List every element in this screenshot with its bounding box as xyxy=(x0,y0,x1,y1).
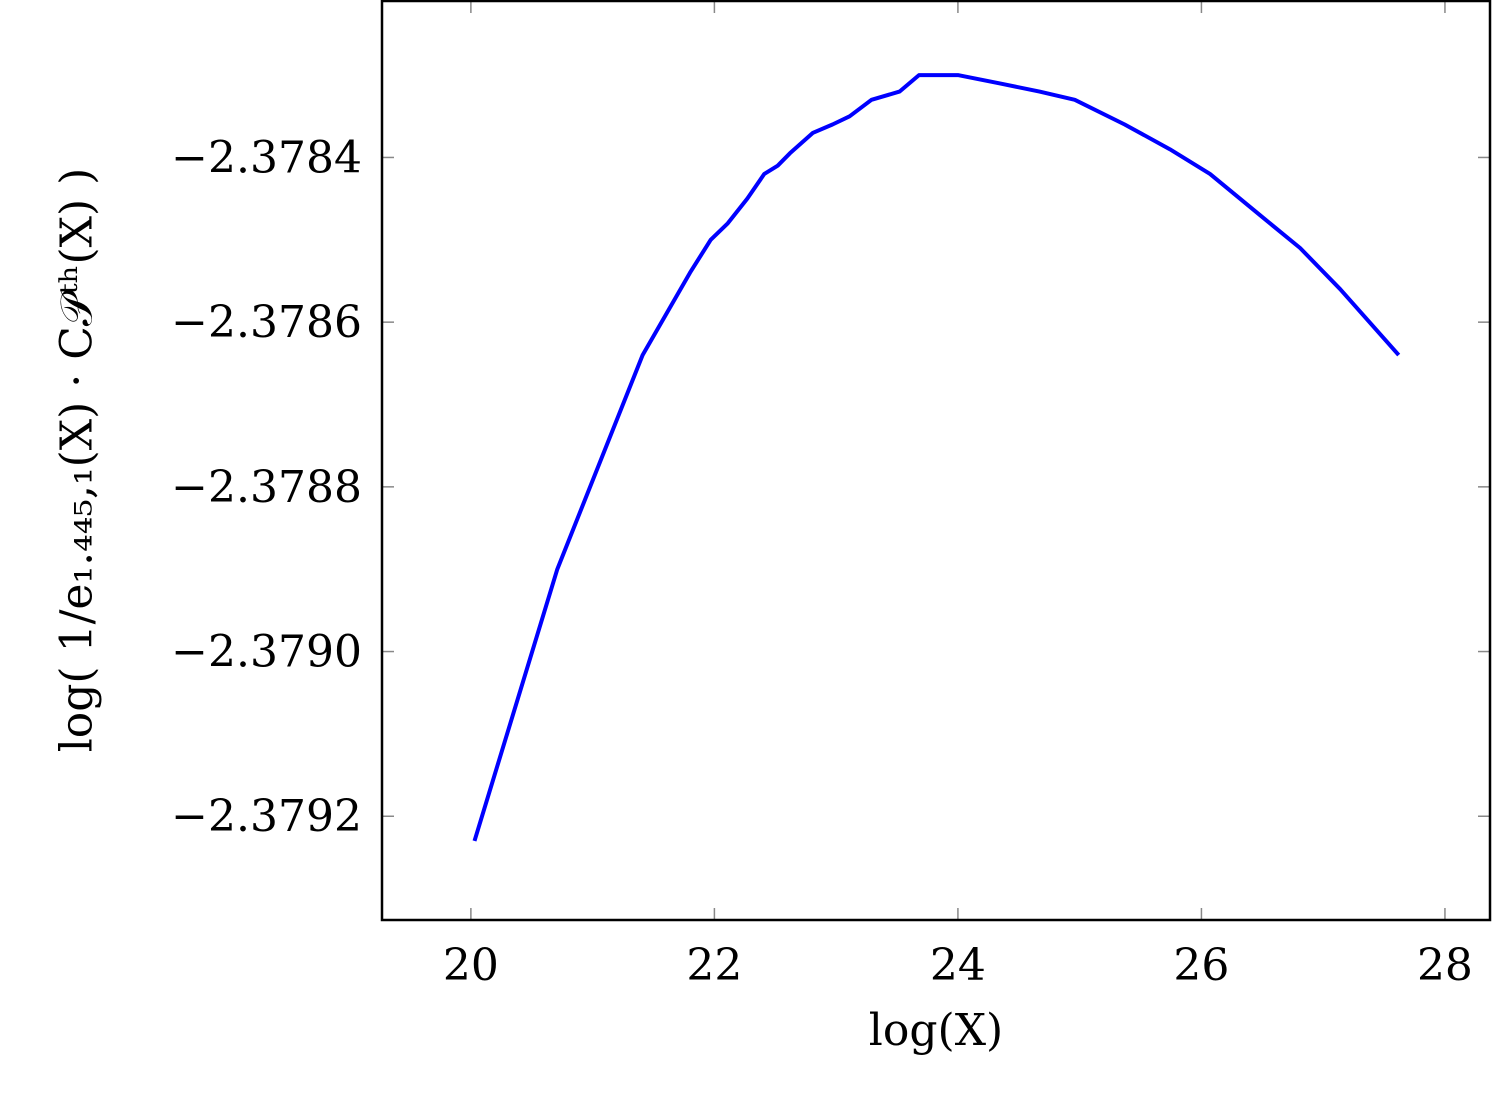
y-axis-label: log( 1/e₁.₄₄₅,₁(X) · C𝒫ᵗʰ(X) ) xyxy=(52,168,103,753)
x-tick-label: 20 xyxy=(443,940,499,991)
y-tick-label: −2.3788 xyxy=(171,462,362,513)
y-tick-label: −2.3784 xyxy=(171,132,362,183)
y-tick-label: −2.3786 xyxy=(171,297,362,348)
x-tick-label: 24 xyxy=(930,940,986,991)
x-tick-label: 28 xyxy=(1417,940,1473,991)
y-tick-label: −2.3790 xyxy=(171,627,362,678)
x-tick-label: 22 xyxy=(686,940,742,991)
y-tick-label: −2.3792 xyxy=(171,791,362,842)
data-line xyxy=(472,73,1401,842)
x-tick-label: 26 xyxy=(1173,940,1229,991)
x-axis-label: log(X) xyxy=(869,1005,1003,1056)
plot-frame xyxy=(380,0,1492,922)
